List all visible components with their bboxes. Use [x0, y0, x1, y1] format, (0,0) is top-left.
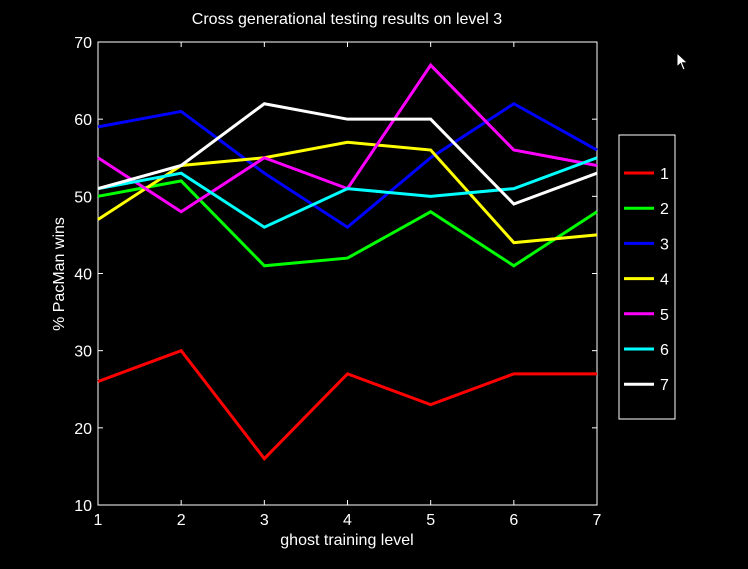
- y-tick-label: 20: [74, 421, 92, 438]
- y-tick-label: 30: [74, 344, 92, 361]
- y-tick-label: 70: [74, 35, 92, 52]
- legend-label-2: 2: [660, 201, 669, 218]
- x-axis: 1 2 3 4 5 6 7: [94, 42, 602, 529]
- x-tick-label: 5: [426, 512, 435, 529]
- y-tick-label: 40: [74, 267, 92, 284]
- series-lines: [97, 62, 598, 461]
- legend-label-7: 7: [660, 377, 669, 394]
- legend: 1 2 3 4 5 6 7: [618, 134, 676, 420]
- series-line-1: [97, 348, 597, 461]
- legend-label-4: 4: [660, 272, 669, 289]
- y-axis: 10 20 30 40 50 60 70: [74, 35, 597, 515]
- plot-area: [97, 41, 598, 506]
- x-tick-label: 3: [260, 512, 269, 529]
- legend-items: 1 2 3 4 5 6 7: [624, 166, 669, 394]
- legend-label-6: 6: [660, 342, 669, 359]
- mouse-cursor-icon: [676, 52, 689, 71]
- x-tick-label: 1: [94, 512, 103, 529]
- series-line-3: [97, 101, 598, 230]
- legend-label-1: 1: [660, 166, 669, 183]
- legend-box: [618, 134, 676, 420]
- series-line-6: [97, 156, 598, 229]
- x-tick-label: 7: [593, 512, 602, 529]
- legend-label-5: 5: [660, 307, 669, 324]
- y-tick-label: 50: [74, 189, 92, 206]
- series-line-2: [97, 179, 598, 268]
- x-tick-label: 2: [177, 512, 186, 529]
- y-tick-label: 60: [74, 112, 92, 129]
- chart-title: Cross generational testing results on le…: [192, 11, 502, 28]
- y-tick-label: 10: [74, 498, 92, 515]
- x-axis-label: ghost training level: [280, 532, 413, 549]
- x-tick-label: 4: [343, 512, 352, 529]
- series-line-7: [97, 102, 598, 206]
- x-tick-label: 6: [509, 512, 518, 529]
- y-axis-label: % PacMan wins: [51, 217, 68, 331]
- legend-label-3: 3: [660, 236, 669, 253]
